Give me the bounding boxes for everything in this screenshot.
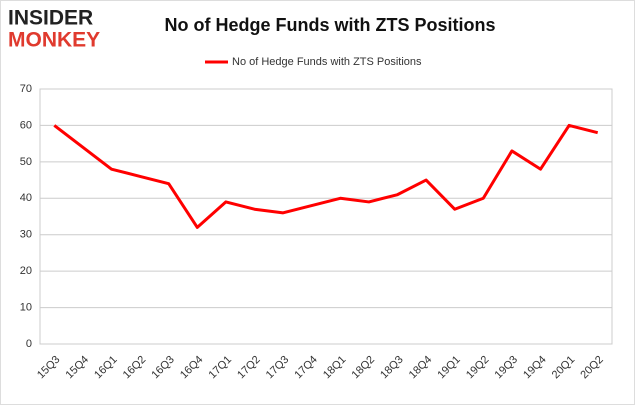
logo-bottom: MONKEY <box>8 29 100 52</box>
data-line <box>53 123 599 229</box>
y-tick-label: 20 <box>20 265 32 277</box>
y-tick-label: 30 <box>20 229 32 241</box>
logo-top: INSIDER <box>8 7 93 30</box>
y-tick-label: 0 <box>26 338 32 350</box>
y-tick-label: 10 <box>20 301 32 313</box>
legend-label: No of Hedge Funds with ZTS Positions <box>232 56 422 68</box>
y-tick-label: 60 <box>20 119 32 131</box>
y-tick-label: 40 <box>20 192 32 204</box>
y-tick-label: 70 <box>20 83 32 95</box>
chart-title: No of Hedge Funds with ZTS Positions <box>165 15 496 35</box>
y-tick-label: 50 <box>20 156 32 168</box>
